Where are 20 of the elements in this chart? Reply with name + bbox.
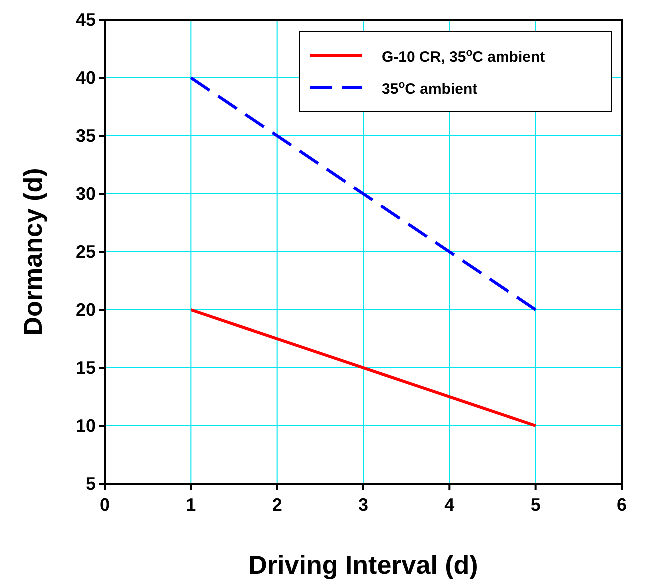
x-tick-label: 4 (444, 495, 455, 515)
y-tick-label: 35 (76, 126, 96, 146)
y-tick-label: 25 (76, 242, 96, 262)
x-axis-title: Driving Interval (d) (248, 550, 478, 580)
x-tick-label: 0 (100, 495, 110, 515)
y-tick-label: 10 (76, 416, 96, 436)
y-tick-label: 30 (76, 184, 96, 204)
x-tick-label: 1 (186, 495, 196, 515)
y-tick-label: 20 (76, 300, 96, 320)
x-tick-label: 5 (530, 495, 541, 515)
x-tick-label: 6 (616, 495, 628, 515)
x-tick-label: 2 (272, 495, 282, 515)
x-tick-label: 3 (358, 495, 369, 515)
y-axis-title: Dormancy (d) (18, 168, 48, 336)
legend-label: 35$^{o}$C ambient (382, 79, 478, 98)
y-tick-label: 40 (76, 68, 96, 88)
y-tick-label: 45 (76, 10, 96, 30)
y-tick-label: 5 (86, 474, 96, 494)
legend-label: G-10 CR, 35$^{o}$C ambient (382, 47, 546, 66)
y-tick-label: 15 (76, 358, 96, 378)
